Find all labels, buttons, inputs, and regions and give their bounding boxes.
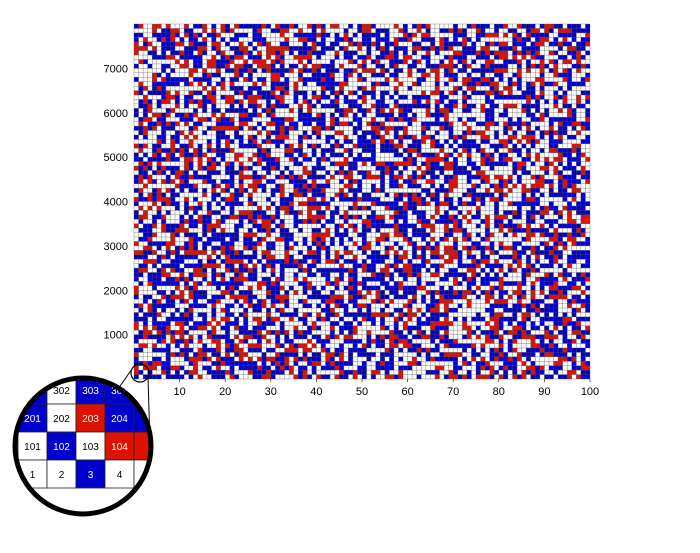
inset-cell-label: 102	[53, 442, 70, 453]
inset-cell-label: 104	[111, 442, 128, 453]
inset-cell-label: 2	[59, 470, 65, 481]
x-tick-label: 70	[447, 386, 459, 398]
magnifier-source-circle	[130, 363, 150, 383]
x-tick-label: 50	[356, 386, 368, 398]
magnifier-lens	[12, 375, 154, 517]
inset-cell-label: 103	[82, 442, 99, 453]
y-tick-label: 1000	[104, 330, 128, 342]
x-tick-label: 90	[538, 386, 550, 398]
inset-cell-label: 202	[53, 414, 70, 425]
y-tick-label: 2000	[104, 285, 128, 297]
x-tick-label: 20	[219, 386, 231, 398]
inset-cell	[75, 459, 106, 489]
x-tick-label: 40	[310, 386, 322, 398]
y-tick-label: 4000	[104, 197, 128, 209]
inset-cell	[75, 403, 106, 433]
inset-cell	[104, 459, 135, 489]
inset-cell-label: 204	[111, 414, 128, 425]
inset-cell	[47, 348, 76, 376]
inset-cell	[104, 431, 135, 461]
x-tick-label: 60	[401, 386, 413, 398]
inset-cell-label: 3	[88, 470, 94, 481]
inset-cell-label: 201	[24, 414, 41, 425]
inset-cell-label: 303	[82, 386, 99, 397]
inset-cell	[76, 348, 105, 376]
y-tick-label: 7000	[104, 63, 128, 75]
plot-area	[133, 23, 591, 380]
y-tick-label: 6000	[104, 108, 128, 120]
inset-cell	[18, 348, 47, 376]
inset-cell-label: 101	[24, 442, 41, 453]
inset-cell-label: 203	[82, 414, 99, 425]
inset-cell-label: 302	[53, 386, 70, 397]
x-tick-label: 10	[173, 386, 185, 398]
y-tick-label: 5000	[104, 152, 128, 164]
inset-cell	[17, 431, 48, 461]
x-tick-label: 80	[493, 386, 505, 398]
grid-lines	[133, 23, 591, 380]
inset-cell-label: 1	[30, 470, 36, 481]
x-tick-label: 100	[581, 386, 599, 398]
inset-cell	[75, 431, 106, 461]
inset-cell-label: 4	[117, 470, 123, 481]
magnifier-connector	[117, 368, 133, 390]
x-axis: 10 20 30 40 50 60 70 80 90 100	[173, 379, 599, 398]
y-axis: 1000 2000 3000 4000 5000 6000 7000	[104, 63, 128, 341]
y-tick-label: 3000	[104, 241, 128, 253]
x-tick-label: 30	[265, 386, 277, 398]
inset-cell	[46, 459, 77, 489]
